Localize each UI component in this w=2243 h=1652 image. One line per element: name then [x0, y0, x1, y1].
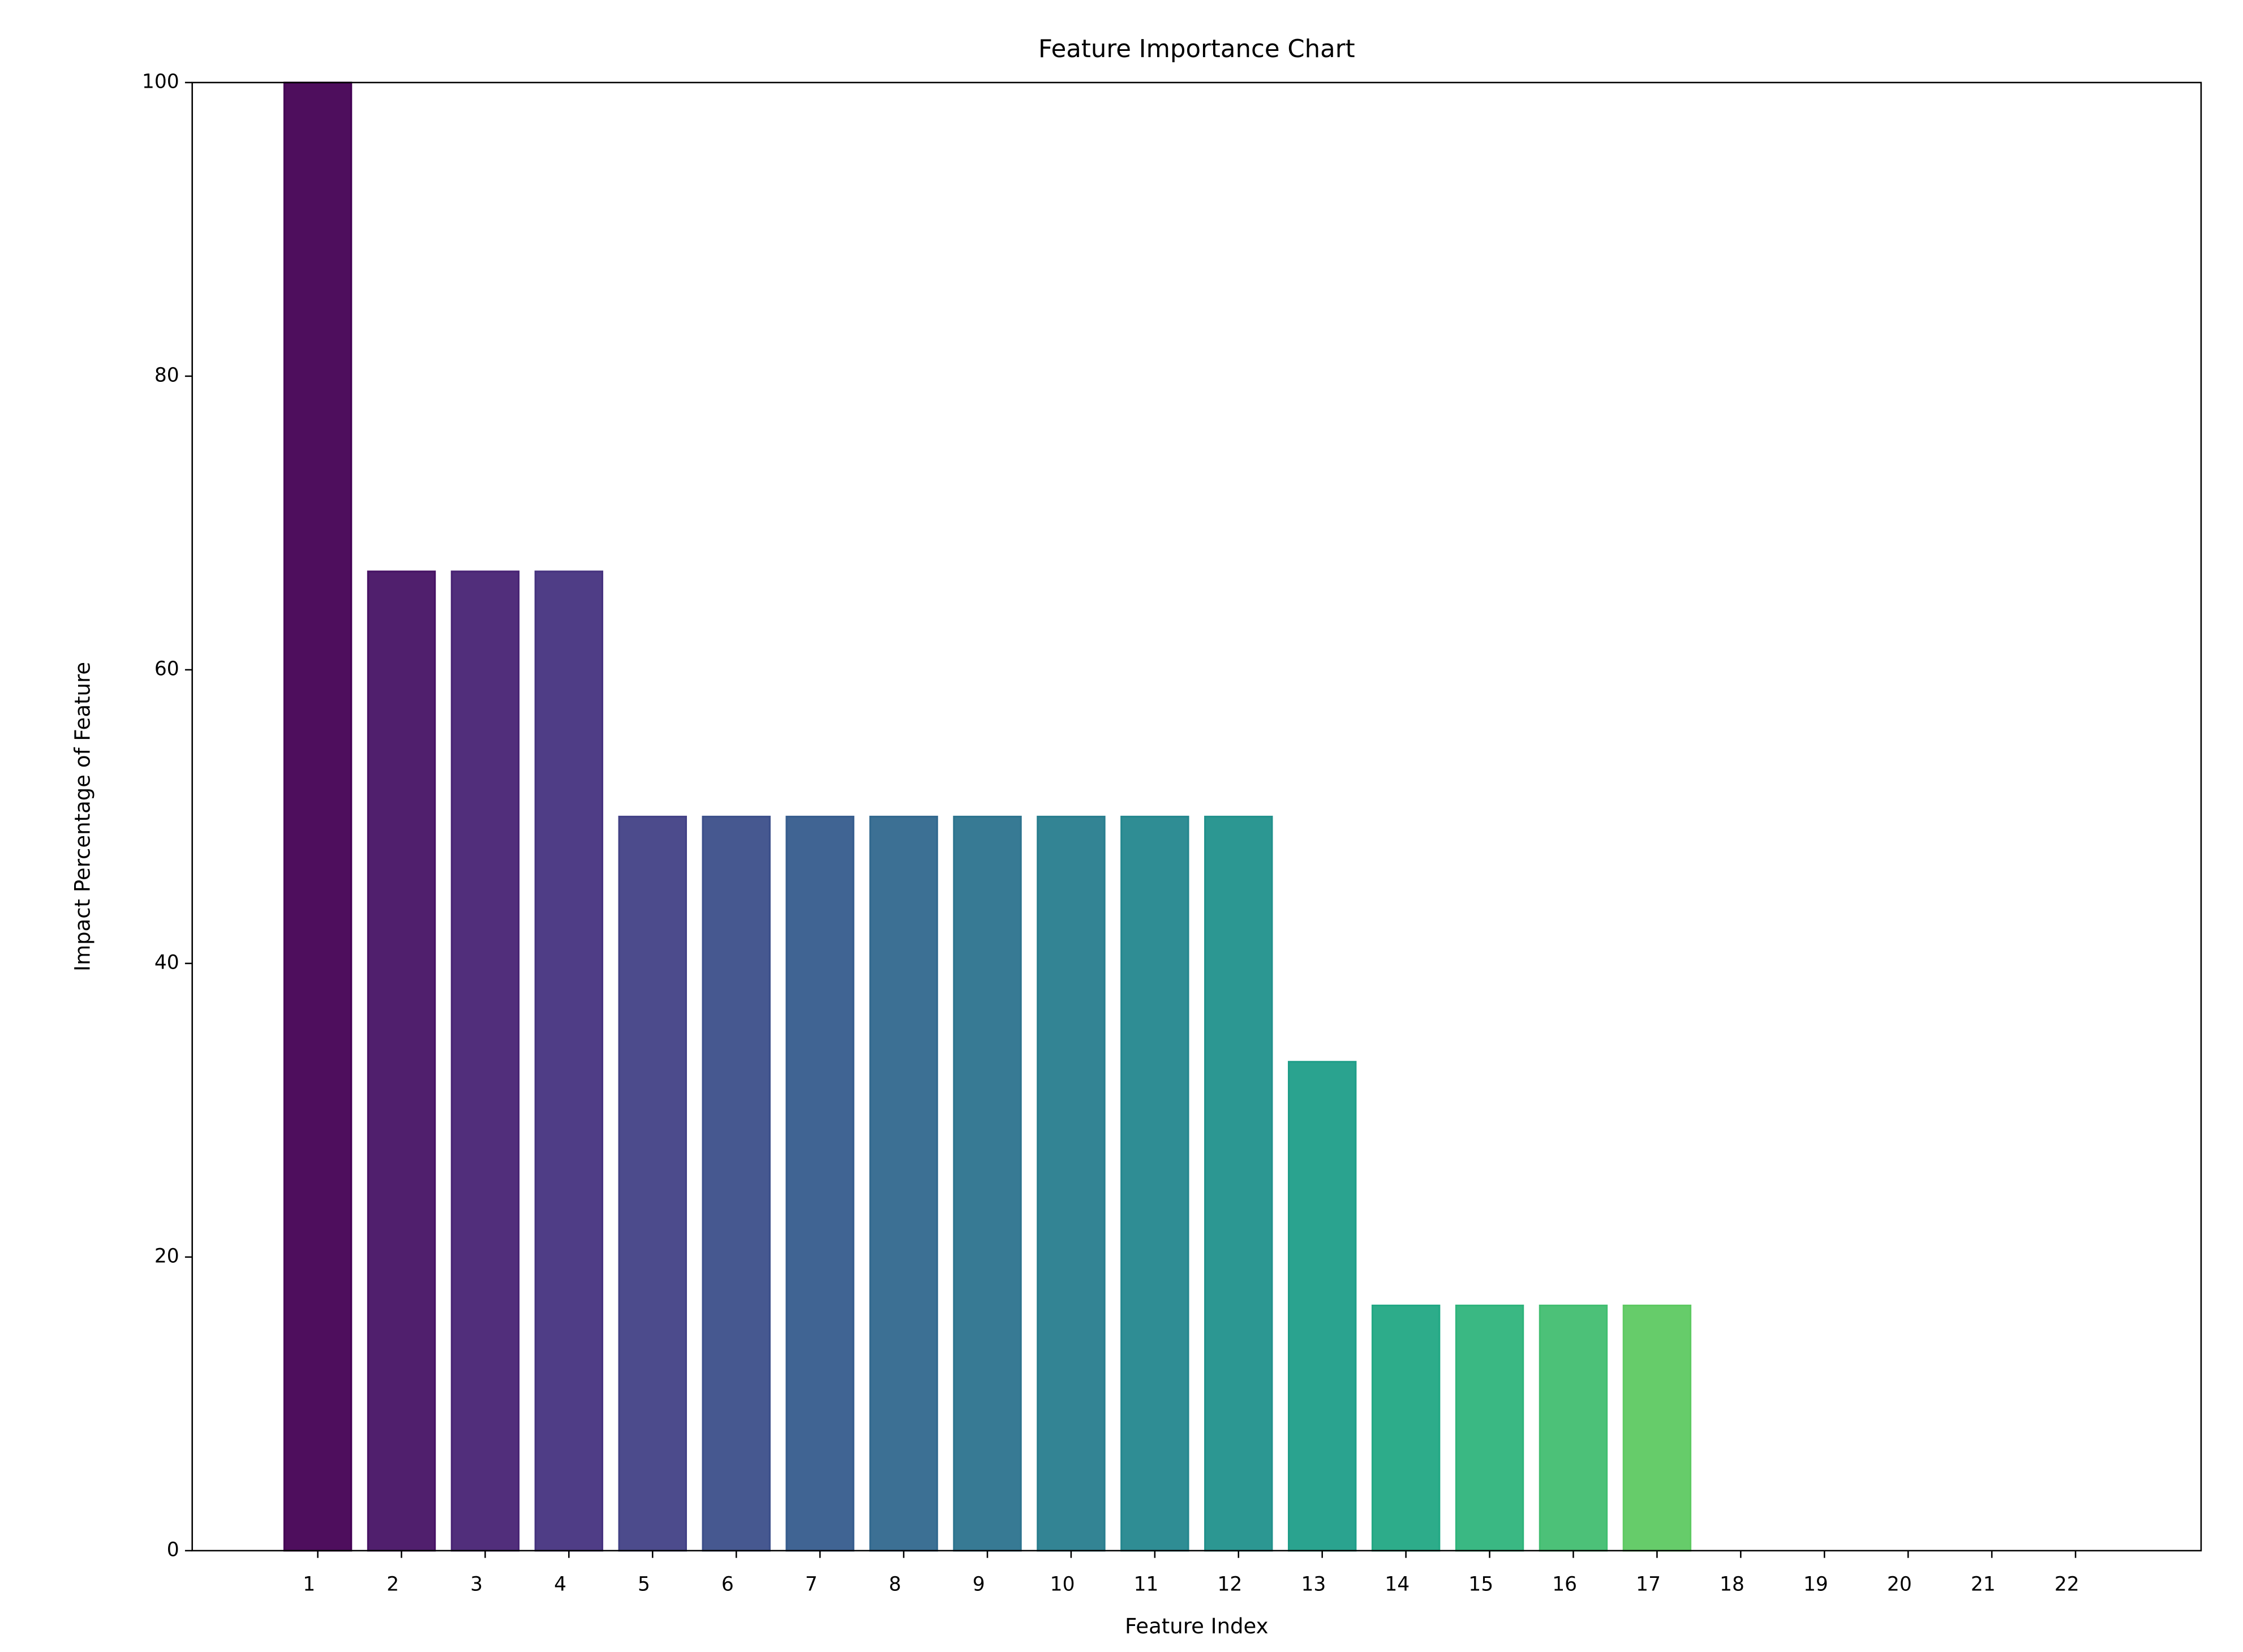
x-tick-label: 5: [638, 1573, 650, 1596]
x-tick-label: 10: [1050, 1573, 1075, 1596]
bar: [1539, 1304, 1608, 1552]
plot-frame: [191, 81, 2202, 1552]
x-tick-label: 16: [1552, 1573, 1577, 1596]
x-tick-label: 21: [1971, 1573, 1996, 1596]
y-tick-label: 100: [142, 70, 179, 93]
x-tick-label: 13: [1301, 1573, 1326, 1596]
x-axis-label: Feature Index: [1125, 1614, 1269, 1638]
bar: [869, 815, 938, 1552]
x-tick-label: 6: [721, 1573, 734, 1596]
y-tick-label: 80: [154, 364, 179, 386]
bar: [953, 815, 1022, 1552]
x-tick-label: 14: [1385, 1573, 1410, 1596]
x-tick-label: 20: [1887, 1573, 1912, 1596]
bar: [1037, 815, 1106, 1552]
x-tick-label: 2: [386, 1573, 399, 1596]
bar: [283, 81, 353, 1552]
y-tick-label: 60: [154, 657, 179, 680]
x-tick-label: 18: [1720, 1573, 1744, 1596]
x-tick-label: 3: [470, 1573, 483, 1596]
x-tick-label: 9: [973, 1573, 985, 1596]
bar: [702, 815, 771, 1552]
bar: [534, 570, 604, 1552]
bar: [1288, 1061, 1357, 1552]
x-tick-label: 4: [554, 1573, 566, 1596]
bar: [785, 815, 854, 1552]
bar: [450, 570, 520, 1552]
bar: [367, 570, 436, 1552]
y-tick-label: 20: [154, 1245, 179, 1267]
y-axis-label: Impact Percentage of Feature: [71, 662, 95, 971]
y-tick-label: 0: [167, 1538, 179, 1561]
bar: [1455, 1304, 1524, 1552]
y-tick-label: 40: [154, 951, 179, 974]
bar: [1120, 815, 1189, 1552]
x-tick-label: 12: [1218, 1573, 1243, 1596]
chart-title: Feature Importance Chart: [1038, 35, 1355, 63]
x-tick-label: 8: [889, 1573, 901, 1596]
bar: [1622, 1304, 1692, 1552]
x-tick-label: 7: [805, 1573, 818, 1596]
x-tick-label: 22: [2055, 1573, 2079, 1596]
x-tick-label: 11: [1134, 1573, 1159, 1596]
bar: [1371, 1304, 1441, 1552]
bar: [1204, 815, 1273, 1552]
x-tick-label: 19: [1803, 1573, 1828, 1596]
x-tick-label: 1: [303, 1573, 315, 1596]
x-tick-label: 15: [1468, 1573, 1493, 1596]
x-tick-label: 17: [1636, 1573, 1661, 1596]
bar: [618, 815, 687, 1552]
